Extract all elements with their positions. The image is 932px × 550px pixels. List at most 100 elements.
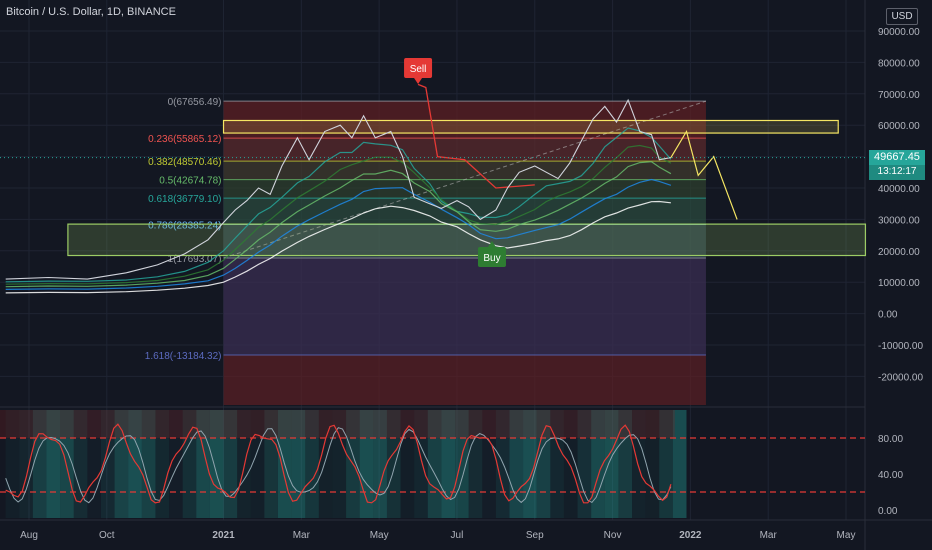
fib-band: [223, 224, 706, 259]
buy-marker-arrow: [487, 241, 496, 247]
fib-band: [223, 138, 706, 162]
stoch-bg-stripe: [604, 410, 619, 518]
sell-marker-box: [404, 58, 433, 78]
fib-level-label: 1(17693.07): [168, 254, 222, 265]
signals: Sell Buy: [404, 58, 506, 267]
stoch-bg-stripe: [495, 410, 510, 518]
time-axis-tick: Jul: [451, 530, 464, 541]
stoch-bg-stripe: [141, 410, 156, 518]
price-axis-tick: 90000.00: [878, 27, 920, 38]
price-line: [5, 98, 671, 280]
stoch-axis-tick: 0.00: [878, 506, 898, 517]
fib-level-label: 0.786(28385.24): [148, 220, 221, 231]
price-axis: 90000.0080000.0070000.0060000.0050000.00…: [878, 27, 923, 383]
sell-trail-line: [417, 83, 535, 189]
price-series: [0, 98, 865, 280]
stoch-bg-stripe: [209, 410, 224, 518]
stoch-bg-stripe: [223, 410, 238, 518]
stoch-bg-stripe: [563, 410, 578, 518]
time-axis-tick: 2022: [679, 530, 702, 541]
price-axis-tick: 10000.00: [878, 278, 920, 289]
sell-marker-arrow: [414, 78, 423, 84]
fib-trend-line: [223, 100, 707, 259]
resistance-zone: [222, 119, 839, 134]
projection-line: [670, 129, 738, 220]
stochastic-panel: 80.00 40.00 0.00: [0, 410, 903, 518]
current-price-tag: 49667.45 13:12:17: [869, 150, 925, 180]
stoch-k-line: [5, 423, 672, 504]
price-axis-tick: 80000.00: [878, 58, 920, 69]
stoch-bg-stripe: [386, 410, 401, 518]
fib-level-label: 0.382(48570.46): [148, 157, 221, 168]
time-axis-tick: 2021: [212, 530, 235, 541]
stoch-bg-stripe: [60, 410, 74, 518]
stoch-bg-stripe: [32, 410, 47, 518]
time-axis-tick: Aug: [20, 530, 38, 541]
ma-band-line: [5, 178, 672, 290]
stoch-axis-tick: 40.00: [878, 470, 903, 481]
time-axis-tick: Mar: [293, 530, 311, 541]
stoch-bg-stripe: [169, 410, 183, 518]
stoch-bg-stripe: [318, 410, 333, 518]
buy-marker-label: Buy: [483, 253, 500, 264]
stoch-bg-stripe: [468, 410, 483, 518]
fib-band: [223, 161, 706, 180]
price-axis-tick: 60000.00: [878, 121, 920, 132]
stoch-bg-stripe: [550, 410, 564, 518]
buy-marker-box: [477, 247, 506, 267]
stoch-bg-stripe: [577, 410, 592, 518]
moving-average-bands: [5, 83, 672, 294]
fib-band: [223, 179, 706, 199]
fib-level-label: 0.5(42674.78): [159, 176, 221, 187]
price-axis-tick: 0.00: [878, 310, 898, 321]
stoch-bg-stripe: [441, 410, 456, 518]
stoch-bg-stripe: [237, 410, 251, 518]
time-axis: Aug Oct 2021 Mar May Jul Sep Nov 2022 Mar May: [20, 530, 855, 541]
currency-button[interactable]: USD: [886, 8, 918, 25]
stoch-bg-stripe: [427, 410, 442, 518]
fib-level-label: 0.618(36779.10): [148, 194, 221, 205]
time-axis-tick: Oct: [99, 530, 115, 541]
stoch-bg-stripe: [373, 410, 387, 518]
fib-band: [223, 258, 706, 355]
time-axis-tick: Mar: [760, 530, 778, 541]
stoch-bg-stripe: [645, 410, 660, 518]
stoch-axis-tick: 80.00: [878, 434, 903, 445]
price-axis-tick: 20000.00: [878, 247, 920, 258]
fib-level-label: 0.236(55865.12): [148, 134, 221, 145]
zones: [67, 119, 867, 257]
price-axis-tick: 40000.00: [878, 184, 920, 195]
time-axis-tick: May: [837, 530, 856, 541]
price-axis-tick: -10000.00: [878, 341, 923, 352]
stoch-bg-stripe: [455, 410, 469, 518]
chart-title: Bitcoin / U.S. Dollar, 1D, BINANCE: [6, 6, 176, 18]
stoch-bg-stripe: [264, 410, 278, 518]
stoch-bg-stripe: [332, 410, 347, 518]
stoch-bg-stripe: [618, 410, 633, 518]
stoch-bg-stripe: [73, 410, 88, 518]
time-axis-tick: Nov: [604, 530, 622, 541]
stoch-d-line: [5, 427, 672, 504]
fib-level-label: 1.618(-13184.32): [145, 351, 222, 362]
price-axis-tick: -20000.00: [878, 372, 923, 383]
stoch-bg-stripe: [523, 410, 537, 518]
stoch-bg-stripe: [87, 410, 101, 518]
stoch-bg-stripe: [509, 410, 524, 518]
ma-band-line: [5, 127, 672, 283]
current-price-value: 49667.45: [874, 151, 920, 163]
fib-band: [223, 198, 706, 225]
fib-band: [223, 101, 706, 139]
fibonacci-retracement: 0(67656.49) 0.236(55865.12) 0.382(48570.46…: [145, 97, 707, 405]
ma-band-line: [5, 144, 672, 285]
stoch-bg-stripe: [672, 410, 687, 518]
fib-band-extension: [223, 354, 706, 405]
price-axis-tick: 70000.00: [878, 90, 920, 101]
time-axis-tick: May: [370, 530, 389, 541]
time-axis-tick: Sep: [526, 530, 544, 541]
fib-level-label: 0(67656.49): [168, 97, 222, 108]
ma-band-line: [5, 200, 671, 294]
support-zone: [67, 223, 867, 257]
stoch-bg-stripe: [536, 410, 551, 518]
stoch-bg-stripe: [591, 410, 605, 518]
